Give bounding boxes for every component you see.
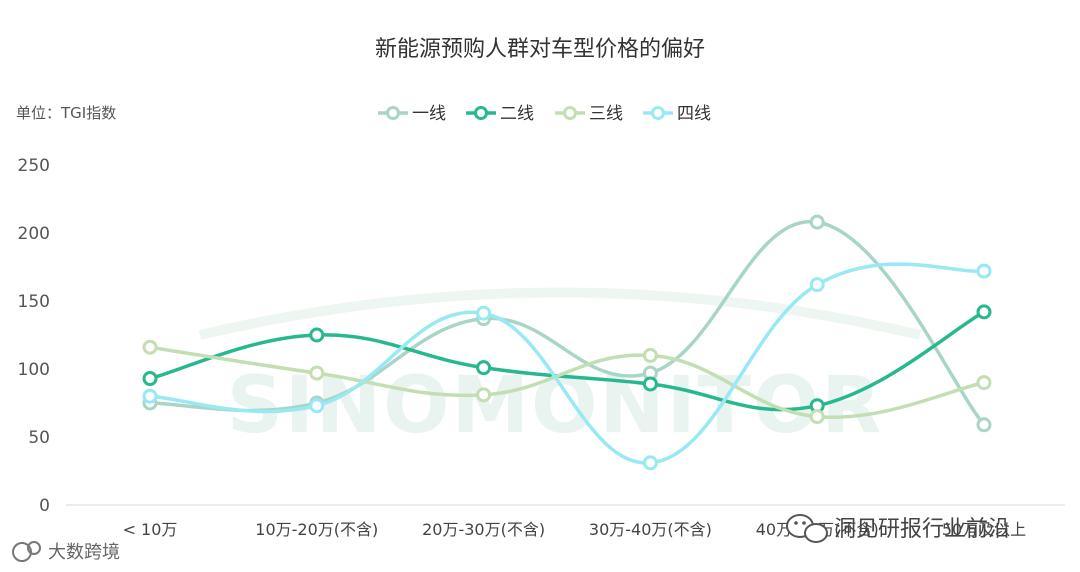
data-point <box>976 263 992 279</box>
data-point <box>309 398 325 414</box>
data-point <box>309 327 325 343</box>
wechat-source-text: 洞见研报行业前沿 <box>834 517 1010 542</box>
data-point <box>809 277 825 293</box>
watermark-arc <box>198 287 922 340</box>
legend-label: 四线 <box>677 104 711 124</box>
data-point <box>809 409 825 425</box>
data-point <box>476 360 492 376</box>
series-2 <box>142 304 992 414</box>
unit-label: 单位：TGI指数 <box>16 104 116 122</box>
legend-label: 一线 <box>412 104 446 124</box>
legend-label: 三线 <box>589 104 623 124</box>
legend-marker <box>474 106 488 120</box>
data-point <box>476 305 492 321</box>
corner-brand-text: 大数跨境 <box>48 542 120 563</box>
x-tick-label: 30万-40万(不含) <box>589 520 712 539</box>
series-line <box>148 310 986 412</box>
brand-logo-icon <box>12 541 41 562</box>
wechat-source-overlay: 洞见研报行业前沿 <box>786 514 1010 543</box>
y-tick-label: 150 <box>18 292 50 312</box>
y-tick-label: 200 <box>18 224 50 244</box>
data-point <box>809 214 825 230</box>
x-tick-label: < 10万 <box>123 520 178 539</box>
y-tick-label: 50 <box>28 428 50 448</box>
data-point <box>142 339 158 355</box>
x-tick-label: 10万-20万(不含) <box>255 520 378 539</box>
corner-brand-overlay: 大数跨境 <box>12 541 120 563</box>
data-point <box>976 417 992 433</box>
legend-label: 二线 <box>500 104 534 124</box>
data-point <box>976 375 992 391</box>
data-point <box>642 455 658 471</box>
data-point <box>142 371 158 387</box>
y-tick-label: 100 <box>18 360 50 380</box>
chart-title: 新能源预购人群对车型价格的偏好 <box>375 37 705 62</box>
legend-marker <box>563 106 577 120</box>
series-4 <box>142 262 992 471</box>
y-tick-label: 0 <box>39 496 50 516</box>
data-point <box>642 376 658 392</box>
x-tick-label: 20万-30万(不含) <box>422 520 545 539</box>
data-point <box>476 387 492 403</box>
wechat-icon <box>786 514 828 543</box>
x-axis: < 10万10万-20万(不含)20万-30万(不含)30万-40万(不含)40… <box>66 504 1065 539</box>
data-point <box>642 347 658 363</box>
y-tick-label: 250 <box>18 156 50 176</box>
legend-item: 一线 <box>378 104 446 124</box>
series-line <box>148 345 986 419</box>
series-3 <box>142 339 992 425</box>
legend-marker <box>386 106 400 120</box>
y-axis: 0 50 100 150 200 250 <box>18 156 50 516</box>
legend-item: 二线 <box>466 104 534 124</box>
series-layer <box>142 214 992 471</box>
legend-marker <box>651 106 665 120</box>
legend-item: 三线 <box>555 104 623 124</box>
data-point <box>309 365 325 381</box>
x-tick-label: 50万及以上 <box>942 520 1026 539</box>
legend: 一线 二线 三线 四线 <box>378 104 711 124</box>
data-point <box>142 388 158 404</box>
legend-item: 四线 <box>643 104 711 124</box>
data-point <box>976 304 992 320</box>
